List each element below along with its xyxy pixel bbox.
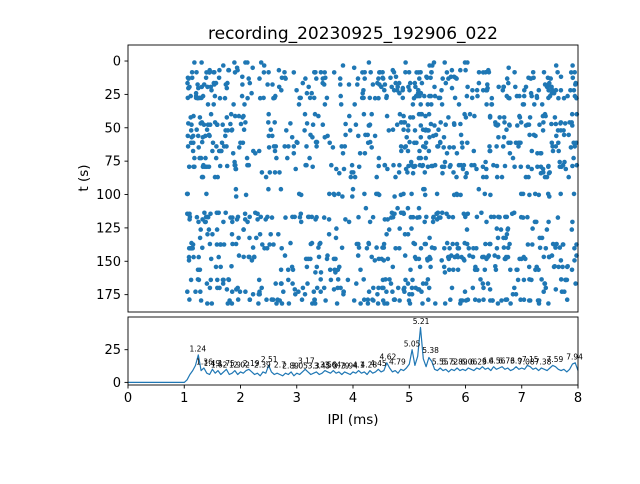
peak-annotation: 3.45	[314, 362, 331, 371]
x-tick-label: 5	[405, 391, 413, 406]
x-axis-label: IPI (ms)	[327, 412, 378, 428]
peak-annotation: 5.72	[441, 358, 458, 367]
peak-annotation: 1.24	[189, 345, 206, 354]
peak-annotation: 6.4	[482, 356, 494, 365]
peak-annotation: 5.21	[413, 317, 430, 326]
x-tick-label: 3	[293, 391, 301, 406]
y-tick-label: 50	[104, 121, 121, 136]
peak-annotation: 2.02	[233, 360, 250, 369]
peak-annotation: 2.7	[274, 360, 286, 369]
peak-annotation: 3.56	[320, 360, 337, 369]
peak-annotation: 3.3	[308, 362, 320, 371]
peak-annotation: 3.17	[298, 356, 315, 365]
peak-annotation: 3.94	[341, 362, 358, 371]
peak-annotation: 6.06	[461, 358, 478, 367]
peak-annotation: 4.1	[353, 360, 365, 369]
x-tick-label: 8	[574, 391, 582, 406]
peak-annotation: 3.64	[324, 360, 341, 369]
peak-annotation: 6.23	[470, 358, 487, 367]
axes-layer: 0 1 2 3 4 5 6 7 8 0 25 50 75 100 125 150 175 0 25	[96, 44, 582, 406]
peak-annotation: 1.49	[203, 359, 220, 368]
peak-annotation: 6.9	[510, 356, 522, 365]
peak-annotation: 3.05	[291, 362, 308, 371]
peak-annotation: 7.38	[535, 358, 552, 367]
peak-annotation: 7.15	[522, 355, 539, 364]
peak-annotation: 2.51	[261, 355, 278, 364]
peak-annotation: 7.59	[547, 355, 564, 364]
x-tick-label: 0	[124, 391, 132, 406]
peak-annotation: 1.75	[218, 359, 235, 368]
peak-annotation: 4.28	[360, 360, 377, 369]
peak-annotation: 5.55	[432, 358, 449, 367]
scatter-plot	[184, 60, 580, 306]
y-tick-label: 125	[96, 221, 121, 236]
y-tick-label: 25	[104, 343, 121, 358]
x-tick-label: 6	[461, 391, 469, 406]
peak-annotation: 6.73	[498, 356, 515, 365]
peak-annotation: 1.9	[229, 360, 241, 369]
peak-annotation: 6.56	[489, 356, 506, 365]
peak-annotation: 1.62	[211, 360, 228, 369]
peak-annotation: 7.94	[566, 353, 583, 362]
y-tick-label: 100	[96, 188, 121, 203]
peak-annotation: 5.38	[422, 346, 439, 355]
x-tick-label: 4	[349, 391, 357, 406]
peak-annotation: 4.45	[370, 359, 387, 368]
x-tick-label: 2	[236, 391, 244, 406]
y-axis-label: t (s)	[76, 164, 92, 191]
peak-annotation: 5.89	[451, 358, 468, 367]
y-tick-label: 25	[104, 88, 121, 103]
x-tick-label: 7	[518, 391, 526, 406]
peak-annotation: 4.79	[389, 358, 406, 367]
peak-annotation: 5.05	[404, 339, 421, 348]
peak-annotation: 2.89	[282, 362, 299, 371]
peak-annotation: 3.79	[333, 362, 350, 371]
peak-annotation: 4.62	[380, 353, 397, 362]
y-tick-label: 75	[104, 155, 121, 170]
x-tick-label: 1	[180, 391, 188, 406]
density-line	[128, 326, 579, 383]
peak-annotation: 2.19	[243, 359, 260, 368]
figure-title: recording_20230925_192906_022	[208, 24, 498, 44]
scatter-axes-box	[127, 44, 579, 313]
y-tick-label: 0	[113, 376, 121, 391]
peak-annotation: 7.08	[518, 358, 535, 367]
peak-annotation: 1.36	[196, 358, 213, 367]
density-plot: 1.241.361.491.621.751.92.022.192.392.512…	[128, 317, 583, 383]
y-tick-label: 175	[96, 288, 121, 303]
y-tick-label: 0	[113, 55, 121, 70]
peak-annotation: 2.39	[254, 360, 271, 369]
y-tick-label: 150	[96, 255, 121, 270]
scatter-points	[184, 60, 580, 306]
